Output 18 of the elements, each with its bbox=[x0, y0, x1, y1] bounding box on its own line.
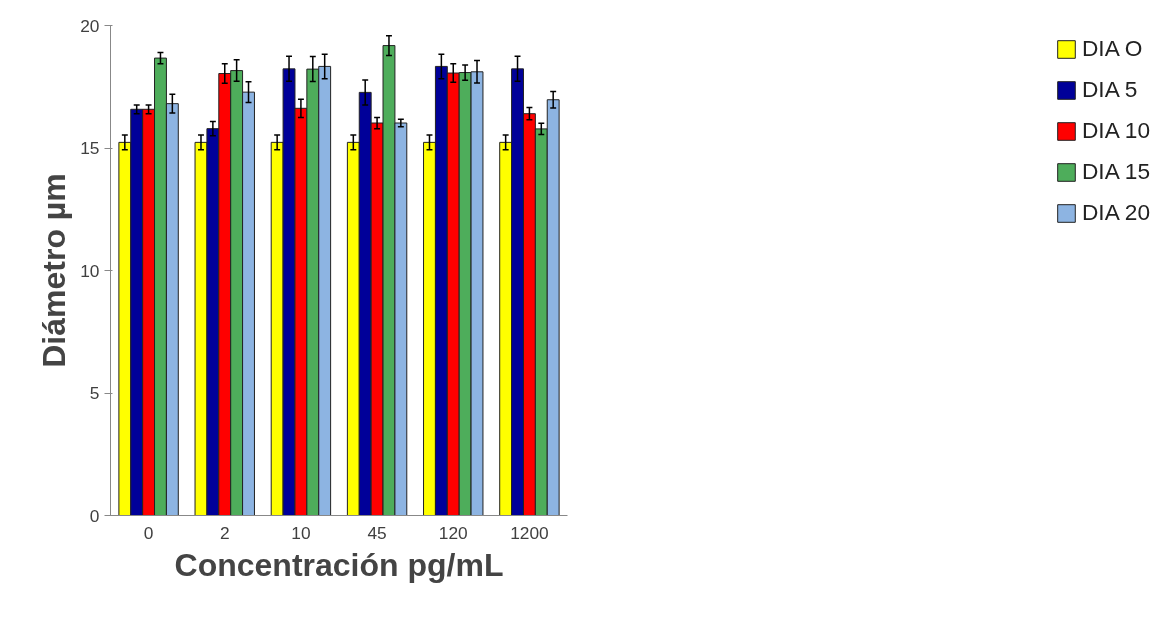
y-axis-title: Diámetro µm bbox=[36, 173, 73, 368]
x-tick-label: 0 bbox=[143, 522, 154, 543]
x-tick-label: 1200 bbox=[510, 522, 549, 543]
legend-label: DIA 10 bbox=[1081, 117, 1150, 144]
x-tick-label: 2 bbox=[219, 522, 230, 543]
legend-label: DIA O bbox=[1081, 35, 1143, 62]
legend-label: DIA 20 bbox=[1081, 199, 1150, 226]
x-axis-title: Concentración pg/mL bbox=[174, 546, 504, 583]
x-tick-label: 45 bbox=[367, 522, 387, 543]
x-tick-label: 10 bbox=[291, 522, 311, 543]
legend-label: DIA 15 bbox=[1081, 158, 1150, 185]
x-tick-label: 120 bbox=[438, 522, 468, 543]
y-tick-label: 20 bbox=[80, 15, 100, 36]
legend-label: DIA 5 bbox=[1081, 76, 1138, 103]
y-tick-label: 5 bbox=[89, 383, 100, 403]
y-tick-label: 0 bbox=[89, 505, 100, 526]
y-tick-label: 15 bbox=[80, 138, 100, 158]
y-tick-label: 10 bbox=[80, 260, 100, 281]
